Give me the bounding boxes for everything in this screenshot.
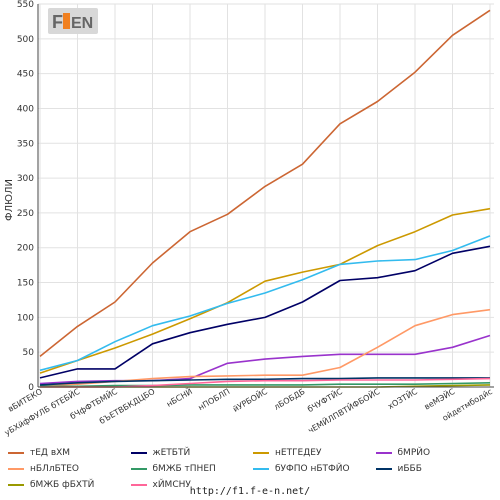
x-tick-label: хОЗТЙС: [385, 385, 419, 411]
grid-lines: [38, 3, 494, 388]
y-tick-label: 0: [28, 383, 34, 393]
series-line-3: [39, 207, 491, 374]
legend: тЕД вХМ жЕТБТЙ нЕТГЕДЕУ бМРЙО нБЛлБТЕО бМЖБ т…: [8, 446, 498, 492]
legend-swatch: [8, 468, 24, 470]
y-tick-label: 300: [17, 174, 34, 184]
legend-label: бМЖБ фБХТЙ: [30, 480, 95, 490]
series-line-2: [39, 245, 491, 379]
legend-item: иБББ: [375, 462, 499, 476]
x-tick-label: лБОБДБ: [272, 387, 306, 412]
legend-item: бМЖБ тПНЕП: [130, 462, 254, 476]
series-line-7: [39, 235, 491, 372]
legend-item: нЕТГЕДЕУ: [253, 446, 376, 460]
legend-label: бУФПО нБТФЙО: [275, 464, 350, 474]
plot-area: [38, 4, 494, 387]
y-tick-label: 100: [17, 313, 34, 323]
legend-swatch: [375, 468, 392, 470]
x-tick-label: веМЭЙС: [422, 385, 457, 412]
legend-item: жЕТБТЙ: [130, 446, 254, 460]
legend-swatch: [8, 452, 24, 454]
legend-label: тЕД вХМ: [30, 448, 71, 458]
legend-swatch: [8, 484, 24, 486]
legend-item: нБЛлБТЕО: [8, 462, 131, 476]
footer-url[interactable]: http://f1.f-e-n.net/: [189, 486, 311, 497]
legend-swatch: [130, 484, 147, 486]
y-tick-label: 250: [17, 209, 34, 219]
x-tick-label: йУРБОЙС: [230, 385, 269, 414]
y-tick-label: 550: [17, 0, 34, 10]
legend-label: нБЛлБТЕО: [30, 464, 80, 474]
f1en-logo: F EN: [48, 8, 98, 34]
series-line-1: [39, 9, 491, 358]
legend-label: хЙМСНУ: [152, 480, 191, 490]
y-axis-label: ФЛЮЛИ: [4, 179, 15, 221]
legend-item: бМРЙО: [375, 446, 499, 460]
legend-swatch: [130, 468, 147, 470]
series-line-6: [40, 382, 491, 388]
legend-item: хЙМСНУ: [130, 478, 254, 492]
legend-item: бМЖБ фБХТЙ: [8, 478, 131, 492]
y-tick-label: 50: [23, 348, 35, 358]
legend-item: бУФПО нБТФЙО: [253, 462, 376, 476]
series-line-8: [39, 377, 490, 386]
legend-label: иБББ: [397, 464, 422, 474]
y-tick-labels: 0 50 100 150 200 250 300 350 400 450 500 550: [17, 0, 34, 393]
legend-label: бМЖБ тПНЕП: [152, 464, 216, 474]
y-tick-label: 500: [17, 35, 34, 45]
svg-text:F: F: [52, 12, 63, 32]
svg-text:EN: EN: [71, 15, 93, 32]
legend-swatch: [375, 452, 392, 454]
legend-item: тЕД вХМ: [8, 446, 131, 460]
x-tick-label: нБСНЙ: [164, 385, 194, 409]
legend-label: бМРЙО: [397, 448, 431, 458]
x-tick-label: нПОБЛП: [197, 387, 232, 412]
y-tick-label: 150: [17, 279, 34, 289]
legend-swatch: [253, 452, 269, 454]
y-tick-label: 400: [17, 104, 34, 114]
legend-swatch: [130, 452, 147, 454]
legend-label: жЕТБТЙ: [152, 448, 191, 458]
y-tick-label: 450: [17, 70, 34, 80]
line-chart: 0 50 100 150 200 250 300 350 400 450 500 550 вБИТЕК…: [2, 0, 494, 437]
y-tick-label: 350: [17, 139, 34, 149]
legend-label: нЕТГЕДЕУ: [275, 448, 322, 458]
y-tick-label: 200: [17, 244, 34, 254]
legend-swatch: [253, 468, 269, 470]
